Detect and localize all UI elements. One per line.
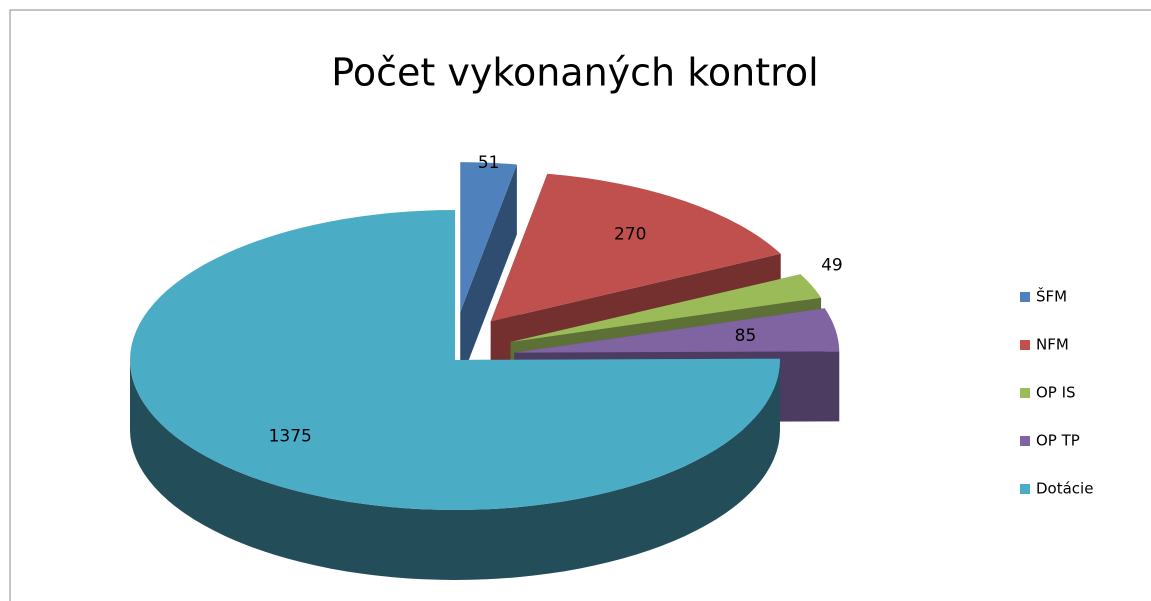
- legend-label: NFM: [1036, 336, 1069, 354]
- legend-swatch: [1020, 484, 1030, 494]
- slice-wall: [130, 360, 780, 580]
- data-label: 51: [478, 153, 500, 173]
- data-label: 1375: [269, 427, 312, 447]
- slice: [490, 173, 781, 322]
- slice-side: [460, 164, 517, 383]
- legend-swatch: [1020, 388, 1030, 398]
- legend-swatch: [1020, 340, 1030, 350]
- slice: [510, 274, 822, 342]
- legend-label: OP IS: [1036, 384, 1076, 402]
- legend-swatch: [1020, 292, 1030, 302]
- chart-title: Počet vykonaných kontrol: [331, 51, 818, 95]
- legend-label: OP TP: [1036, 432, 1080, 450]
- slice: [130, 210, 780, 511]
- legend-label: ŠFM: [1036, 287, 1067, 306]
- slice: [460, 162, 517, 313]
- legend-swatch: [1020, 436, 1030, 446]
- data-label: 270: [614, 225, 646, 245]
- data-label: 49: [821, 256, 843, 276]
- data-label: 85: [735, 326, 757, 346]
- slice: [514, 308, 840, 353]
- legend-label: Dotácie: [1036, 480, 1093, 498]
